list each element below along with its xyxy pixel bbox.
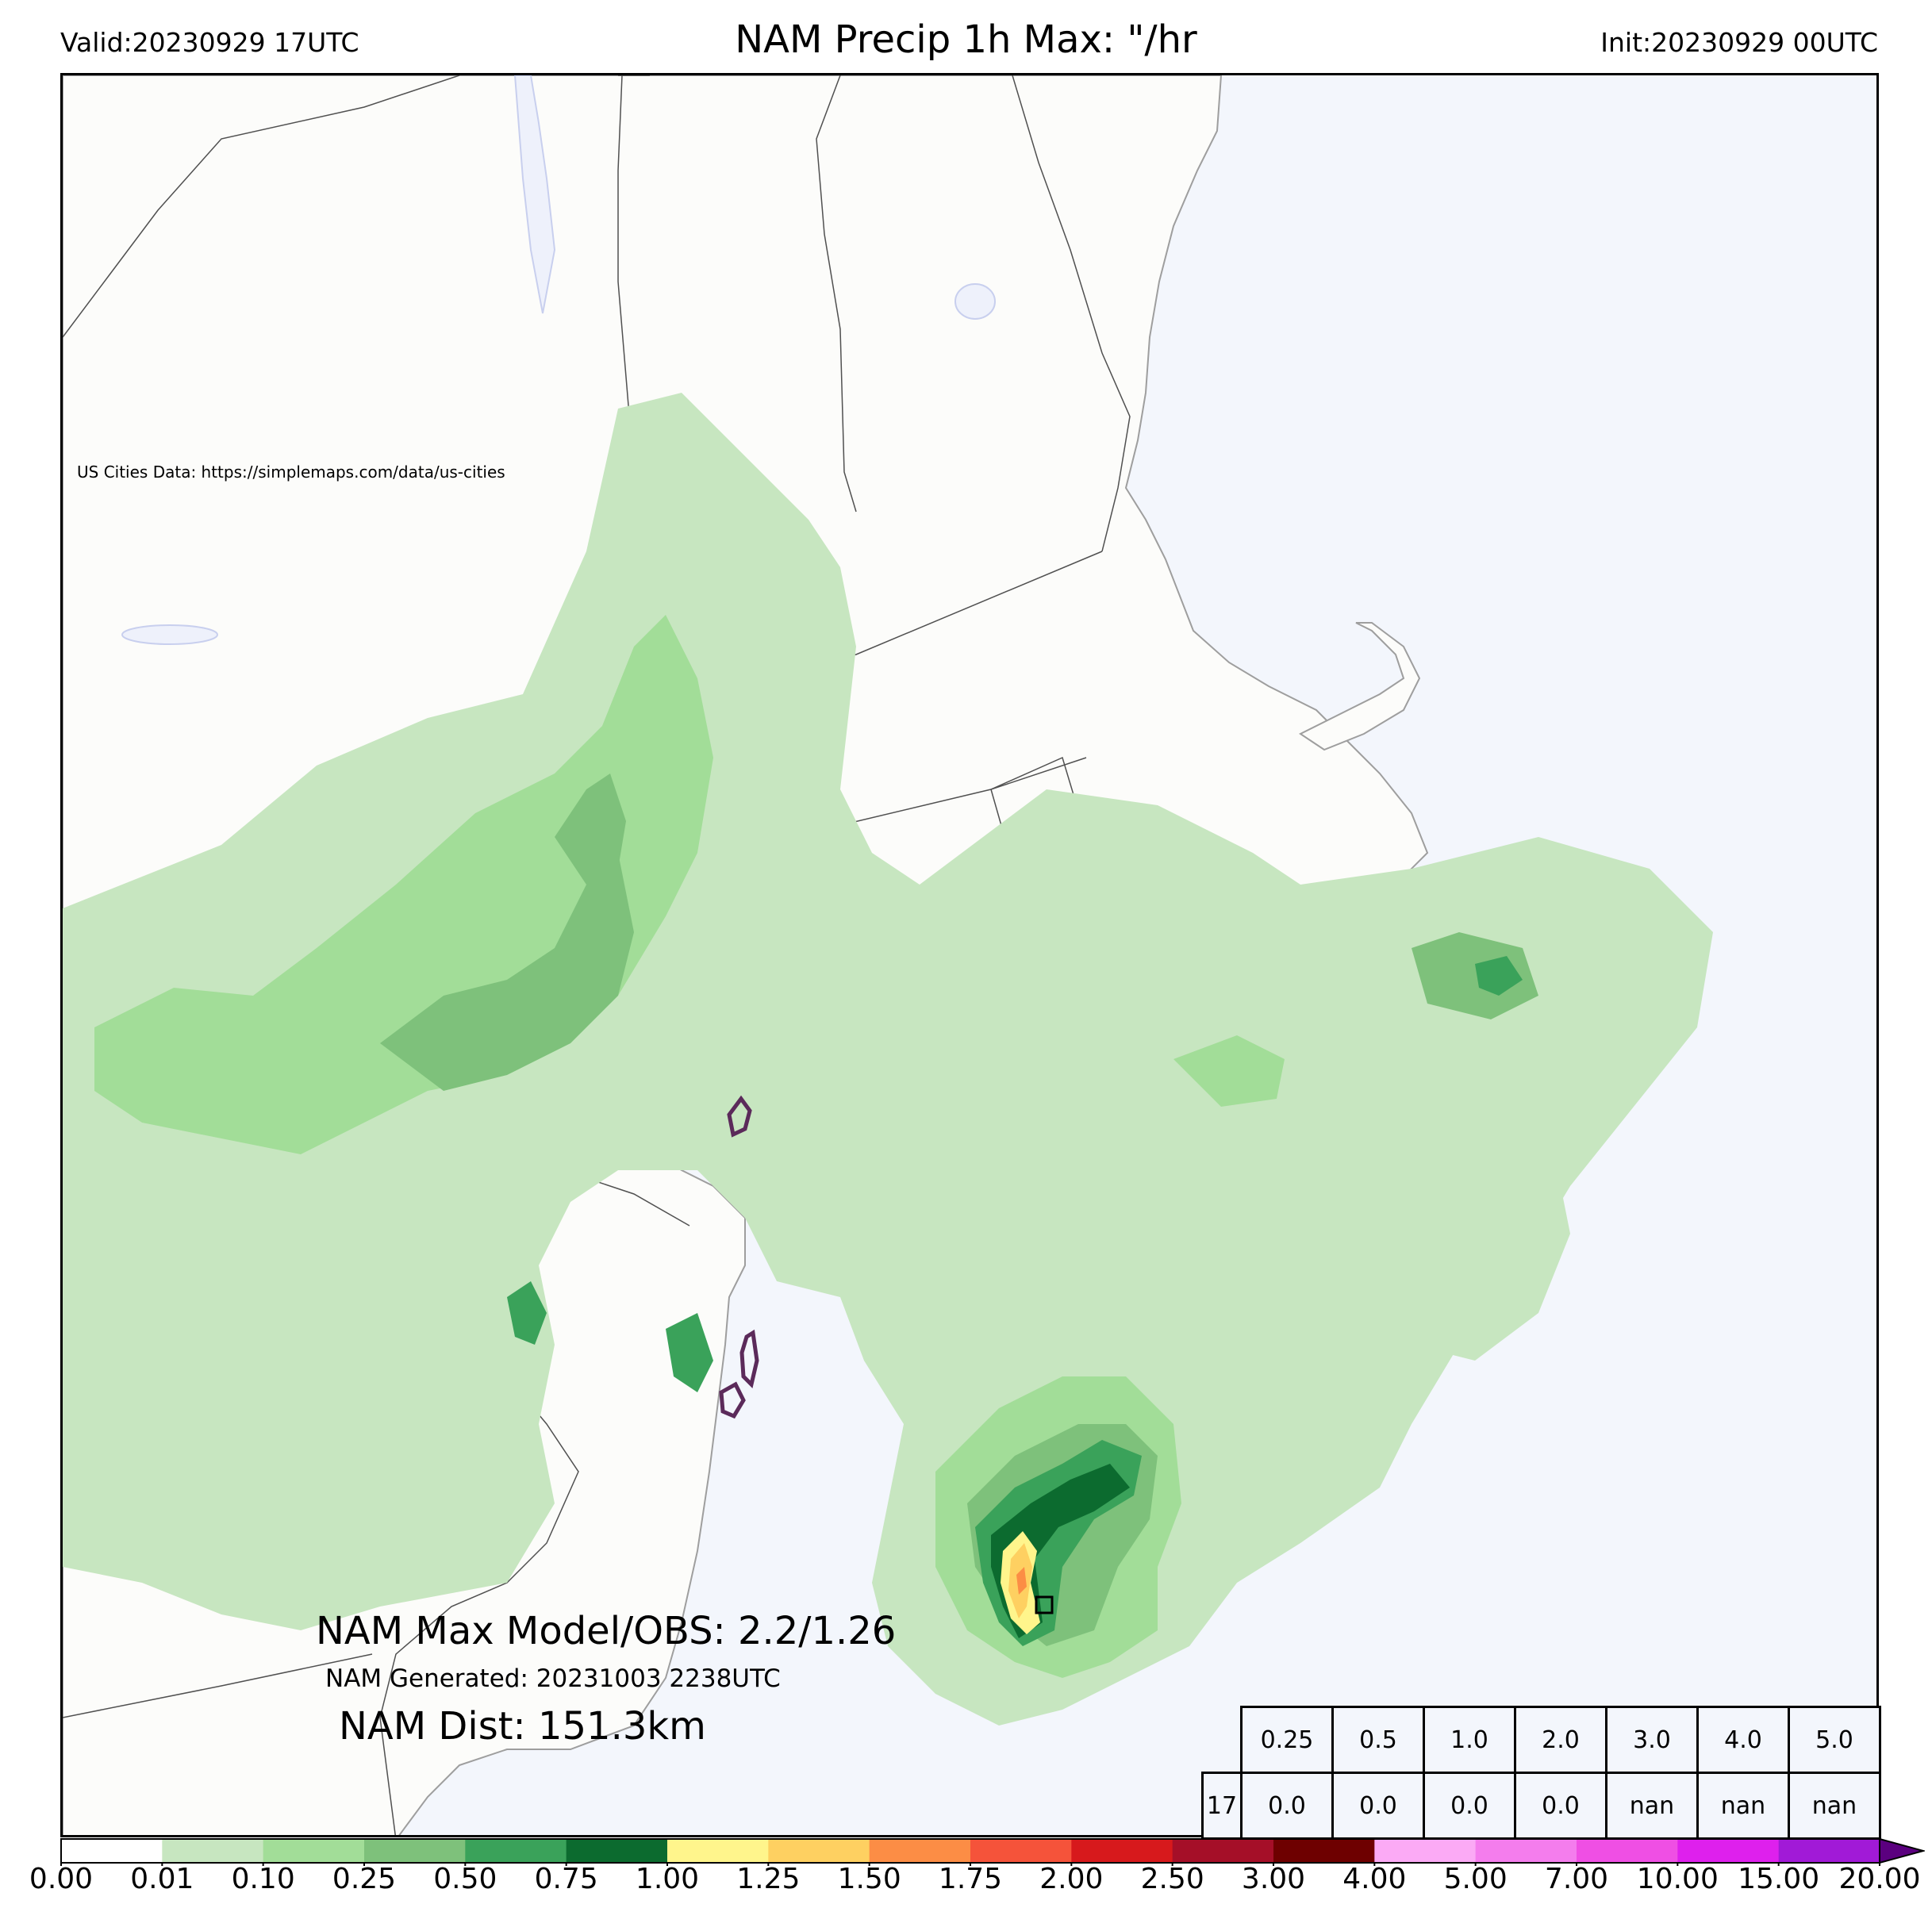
- colorbar-tick-label: 3.00: [1241, 1863, 1306, 1895]
- colorbar-segment: [1677, 1839, 1780, 1863]
- colorbar-segment: [1374, 1839, 1477, 1863]
- threshold-header: 1.0: [1423, 1706, 1516, 1774]
- obs-markers: [719, 1095, 759, 1419]
- colorbar-segment: [667, 1839, 769, 1863]
- colorbar-segment: [263, 1839, 365, 1863]
- precip-field: [63, 393, 1713, 1726]
- colorbar-segment: [869, 1839, 971, 1863]
- colorbar-tick-label: 20.00: [1838, 1863, 1921, 1895]
- table-corner: [1203, 1707, 1242, 1773]
- colorbar-tick-label: 4.00: [1342, 1863, 1407, 1895]
- colorbar-segment: [1273, 1839, 1375, 1863]
- threshold-header: 3.0: [1605, 1706, 1699, 1774]
- colorbar-segment: [1778, 1839, 1880, 1863]
- colorbar-segment: [1577, 1839, 1678, 1863]
- threshold-header: 0.25: [1240, 1706, 1334, 1774]
- threshold-value: 0.0: [1240, 1772, 1334, 1840]
- threshold-value: nan: [1605, 1772, 1699, 1840]
- threshold-table: 0.25 0.5 1.0 2.0 3.0 4.0 5.0 17 0.0 0.0 …: [1201, 1706, 1881, 1840]
- colorbar-tick-label: 0.75: [534, 1863, 598, 1895]
- colorbar-tick-label: 0.01: [130, 1863, 194, 1895]
- max-model-box: [1035, 1595, 1054, 1614]
- colorbar-tick-label: 2.00: [1039, 1863, 1104, 1895]
- colorbar-tick-label: 1.75: [938, 1863, 1003, 1895]
- colorbar-tick-label: 0.50: [433, 1863, 497, 1895]
- threshold-value: 0.0: [1514, 1772, 1607, 1840]
- lake-champlain: [513, 75, 556, 314]
- colorbar-segment: [768, 1839, 870, 1863]
- colorbar-extend-arrow: [1879, 1837, 1925, 1864]
- valid-time-label: Valid:20230929 17UTC: [60, 27, 359, 58]
- generated-time-label: NAM Generated: 20231003 2238UTC: [325, 1664, 781, 1693]
- lake-winnipesaukee: [954, 283, 996, 320]
- precip-map[interactable]: US Cities Data: https://simplemaps.com/d…: [60, 73, 1879, 1837]
- threshold-header: 2.0: [1514, 1706, 1607, 1774]
- threshold-header: 4.0: [1696, 1706, 1790, 1774]
- colorbar-tick-label: 10.00: [1636, 1863, 1719, 1895]
- colorbar-segment: [61, 1839, 163, 1863]
- threshold-header-row: 0.25 0.5 1.0 2.0 3.0 4.0 5.0: [1203, 1706, 1881, 1774]
- threshold-value: nan: [1788, 1772, 1881, 1840]
- colorbar-tick-label: 1.25: [736, 1863, 801, 1895]
- colorbar-segment: [162, 1839, 264, 1863]
- cities-data-credit: US Cities Data: https://simplemaps.com/d…: [77, 463, 505, 482]
- colorbar-tick-label: 1.50: [837, 1863, 901, 1895]
- cape-cod: [1299, 622, 1421, 751]
- threshold-value: 0.0: [1423, 1772, 1516, 1840]
- row-label: 17: [1201, 1772, 1243, 1840]
- threshold-header: 0.5: [1331, 1706, 1425, 1774]
- max-model-obs-label: NAM Max Model/OBS: 2.2/1.26: [316, 1609, 897, 1653]
- threshold-header: 5.0: [1788, 1706, 1881, 1774]
- colorbar-segment: [566, 1839, 668, 1863]
- colorbar-tick-label: 2.50: [1140, 1863, 1204, 1895]
- colorbar-segment: [1172, 1839, 1274, 1863]
- colorbar-tick-label: 15.00: [1738, 1863, 1820, 1895]
- colorbar-segment: [364, 1839, 466, 1863]
- colorbar-segment: [970, 1839, 1072, 1863]
- map-title: NAM Precip 1h Max: "/hr: [735, 17, 1197, 62]
- colorbar-tick-label: 7.00: [1544, 1863, 1609, 1895]
- colorbar-tick-label: 0.25: [332, 1863, 397, 1895]
- threshold-value-row: 17 0.0 0.0 0.0 0.0 nan nan nan: [1201, 1772, 1881, 1840]
- colorbar-segment: [465, 1839, 567, 1863]
- distance-label: NAM Dist: 151.3km: [339, 1704, 706, 1749]
- init-time-label: Init:20230929 00UTC: [1600, 27, 1878, 58]
- lake-oneida: [121, 624, 218, 645]
- colorbar-tick-label: 1.00: [635, 1863, 700, 1895]
- colorbar-tick-label: 5.00: [1443, 1863, 1508, 1895]
- colorbar: [60, 1837, 1925, 1866]
- colorbar-segment: [1071, 1839, 1173, 1863]
- colorbar-tick-label: 0.10: [231, 1863, 295, 1895]
- map-canvas: [63, 75, 1713, 1835]
- threshold-value: nan: [1696, 1772, 1790, 1840]
- colorbar-tick-label: 0.00: [29, 1863, 94, 1895]
- threshold-value: 0.0: [1331, 1772, 1425, 1840]
- colorbar-segment: [1475, 1839, 1577, 1863]
